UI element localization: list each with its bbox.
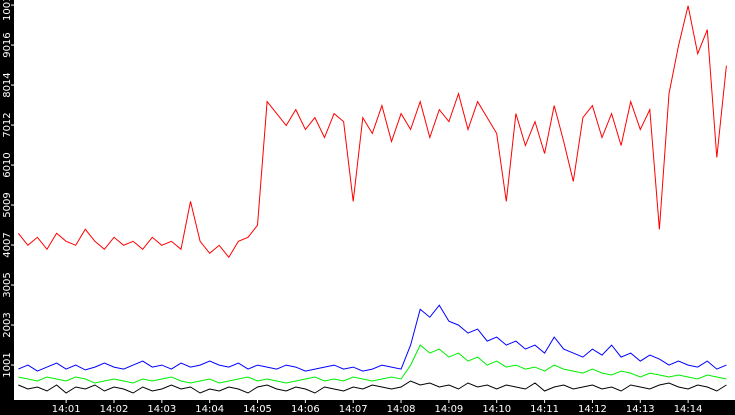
y-tick-label: 1001 bbox=[2, 352, 13, 377]
y-tick-label: 10018 bbox=[2, 0, 13, 21]
x-tick-label: 14:05 bbox=[243, 404, 272, 415]
x-tick-label: 14:10 bbox=[482, 404, 511, 415]
y-tick-label: 2003 bbox=[2, 312, 13, 337]
series-line bbox=[18, 304, 727, 372]
y-tick-label: 5009 bbox=[2, 192, 13, 217]
y-axis-strip bbox=[0, 0, 14, 415]
x-tick-label: 14:13 bbox=[626, 404, 655, 415]
y-tick-label: 9016 bbox=[2, 32, 13, 57]
x-tick-label: 14:08 bbox=[387, 404, 416, 415]
x-tick-label: 14:04 bbox=[195, 404, 224, 415]
x-tick-label: 14:01 bbox=[52, 404, 81, 415]
x-tick-label: 14:06 bbox=[291, 404, 320, 415]
x-tick-label: 14:02 bbox=[100, 404, 129, 415]
x-tick-label: 14:03 bbox=[147, 404, 176, 415]
x-tick-label: 14:07 bbox=[339, 404, 368, 415]
x-tick-label: 14:14 bbox=[674, 404, 703, 415]
y-tick-label: 7012 bbox=[2, 112, 13, 137]
x-axis-strip bbox=[0, 400, 735, 415]
x-tick-label: 14:12 bbox=[578, 404, 607, 415]
x-tick-label: 14:11 bbox=[530, 404, 559, 415]
series-line bbox=[18, 344, 727, 384]
x-tick-label: 14:09 bbox=[434, 404, 463, 415]
y-tick-label: 6010 bbox=[2, 152, 13, 177]
y-tick-label: 8014 bbox=[2, 72, 13, 97]
y-tick-label: 4007 bbox=[2, 232, 13, 257]
y-tick-label: 3005 bbox=[2, 272, 13, 297]
series-line bbox=[17, 5, 727, 259]
series-line bbox=[18, 380, 727, 394]
